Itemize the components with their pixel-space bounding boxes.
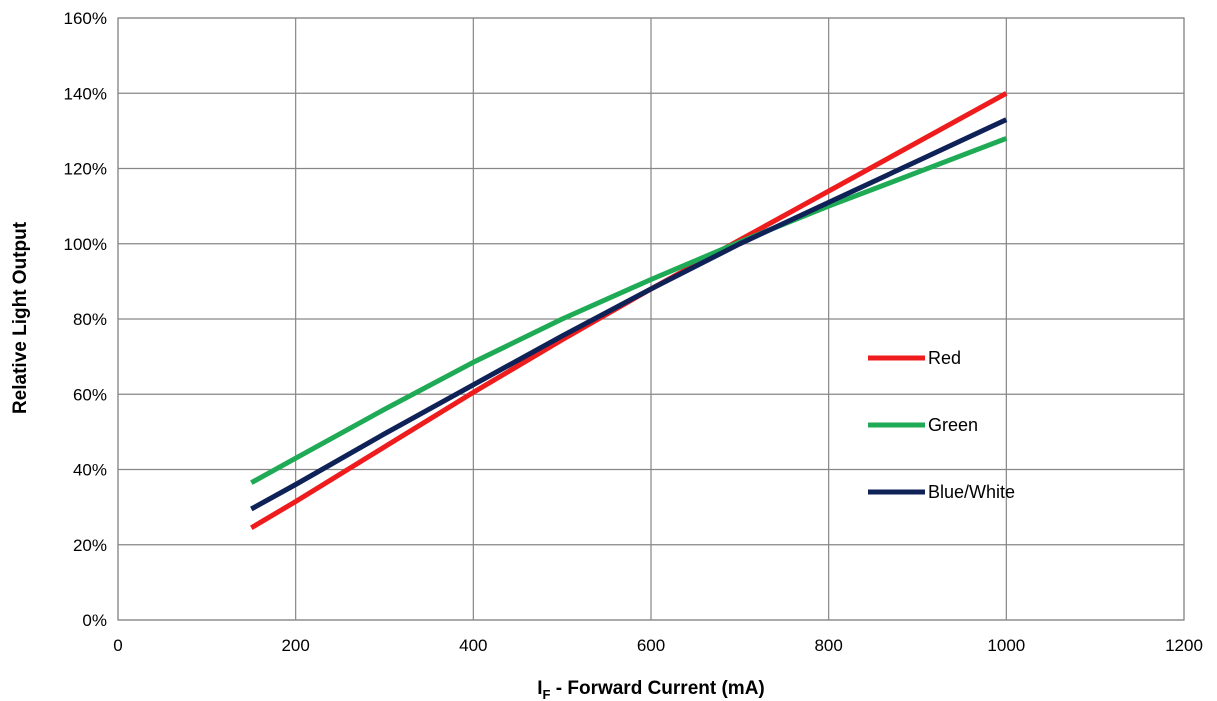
legend-label-red: Red — [928, 348, 961, 368]
y-axis-ticks: 0% 20% 40% 60% 80% 100% 120% 140% 160% — [64, 9, 107, 630]
plot-area-border — [117, 17, 1185, 621]
y-tick-label: 60% — [73, 385, 107, 404]
y-tick-label: 80% — [73, 310, 107, 329]
y-tick-label: 20% — [73, 536, 107, 555]
series-line-green — [250, 136, 1008, 485]
x-axis-title-rest: - Forward Current (mA) — [550, 678, 764, 699]
grid-lines — [117, 17, 1185, 621]
x-tick-label: 400 — [459, 636, 487, 655]
legend: Red Green Blue/White — [868, 348, 1015, 502]
y-tick-label: 0% — [82, 611, 107, 630]
x-tick-label: 800 — [814, 636, 842, 655]
y-tick-label: 160% — [64, 9, 107, 28]
x-axis-title: IF - Forward Current (mA) — [537, 678, 765, 701]
x-tick-label: 1000 — [987, 636, 1025, 655]
legend-label-green: Green — [928, 415, 978, 435]
x-axis-title-subscript: F — [543, 687, 551, 701]
x-tick-label: 200 — [281, 636, 309, 655]
y-tick-label: 40% — [73, 461, 107, 480]
x-tick-label: 600 — [637, 636, 665, 655]
y-tick-label: 140% — [64, 84, 107, 103]
series-line-red — [250, 91, 1008, 530]
x-axis-ticks: 0 200 400 600 800 1000 1200 — [113, 636, 1203, 655]
x-tick-label: 1200 — [1165, 636, 1203, 655]
y-tick-label: 120% — [64, 160, 107, 179]
series-line-blue-white — [250, 117, 1008, 512]
y-axis-title: Relative Light Output — [10, 221, 31, 414]
y-tick-label: 100% — [64, 235, 107, 254]
legend-label-blue-white: Blue/White — [928, 482, 1015, 502]
x-axis-title-main: I — [537, 678, 542, 699]
series-lines — [250, 91, 1008, 530]
x-tick-label: 0 — [113, 636, 122, 655]
